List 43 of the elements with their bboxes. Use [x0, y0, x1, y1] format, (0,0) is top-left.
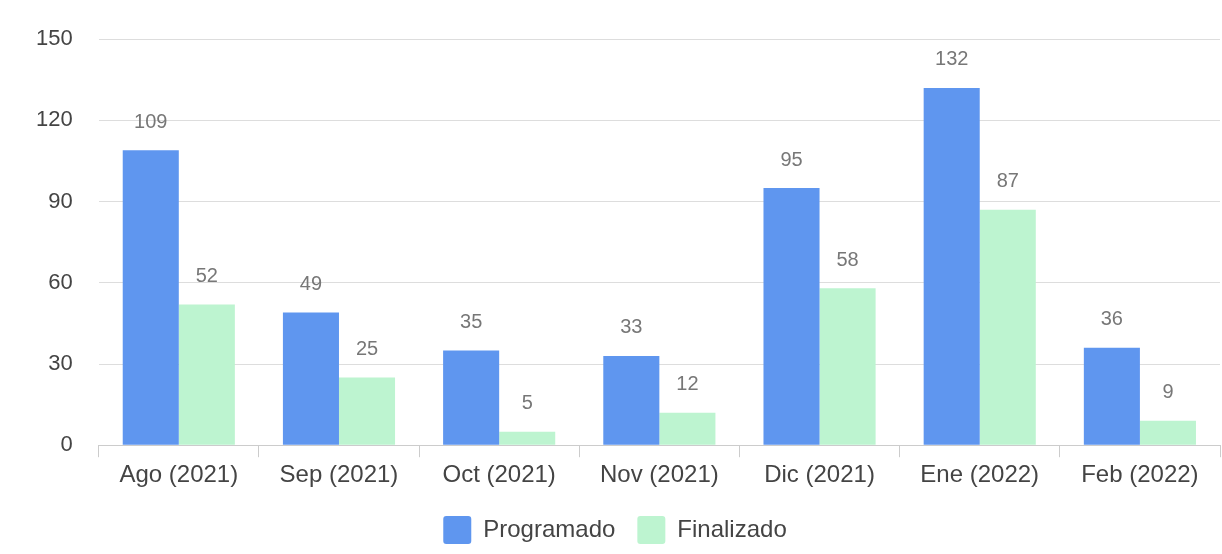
x-tick-label: Feb (2022) — [1081, 460, 1199, 488]
bar — [1083, 347, 1140, 445]
legend-label: Programado — [483, 514, 616, 542]
legend-label: Finalizado — [677, 514, 787, 542]
x-tick-label: Ago (2021) — [119, 460, 239, 488]
y-tick-label: 120 — [35, 106, 73, 132]
data-label: 58 — [836, 247, 859, 270]
data-label: 12 — [676, 372, 699, 395]
bar — [443, 350, 500, 445]
data-label: 35 — [460, 309, 483, 332]
bar — [499, 431, 556, 445]
bar — [282, 312, 339, 445]
x-tick-label: Ene (2022) — [920, 460, 1040, 488]
x-tick-label: Dic (2021) — [764, 460, 875, 488]
y-tick-label: 60 — [48, 268, 73, 294]
bar — [923, 87, 980, 445]
bar — [819, 288, 876, 445]
bar — [763, 188, 820, 445]
x-tick-label: Nov (2021) — [599, 460, 719, 488]
y-tick-label: 90 — [48, 187, 73, 213]
x-tick-label: Oct (2021) — [442, 460, 556, 488]
y-tick-label: 0 — [60, 431, 73, 457]
data-label: 25 — [355, 337, 379, 360]
bar — [338, 377, 396, 445]
data-label: 109 — [134, 109, 168, 132]
data-label: 87 — [996, 169, 1019, 192]
data-label: 5 — [521, 391, 533, 414]
y-tick-label: 150 — [35, 25, 73, 51]
data-label: 132 — [935, 47, 969, 70]
data-label: 95 — [780, 147, 803, 170]
bar — [659, 412, 716, 445]
bar — [603, 355, 660, 445]
bar — [122, 150, 179, 445]
data-label: 9 — [1162, 380, 1174, 403]
y-tick-label: 30 — [48, 350, 73, 376]
x-tick-label: Sep (2021) — [279, 460, 399, 488]
data-label: 52 — [195, 263, 218, 286]
data-label: 33 — [620, 315, 643, 338]
bar — [1139, 420, 1196, 445]
bar — [178, 304, 235, 445]
data-label: 49 — [299, 272, 323, 295]
data-label: 36 — [1100, 307, 1123, 330]
bar — [979, 209, 1036, 445]
